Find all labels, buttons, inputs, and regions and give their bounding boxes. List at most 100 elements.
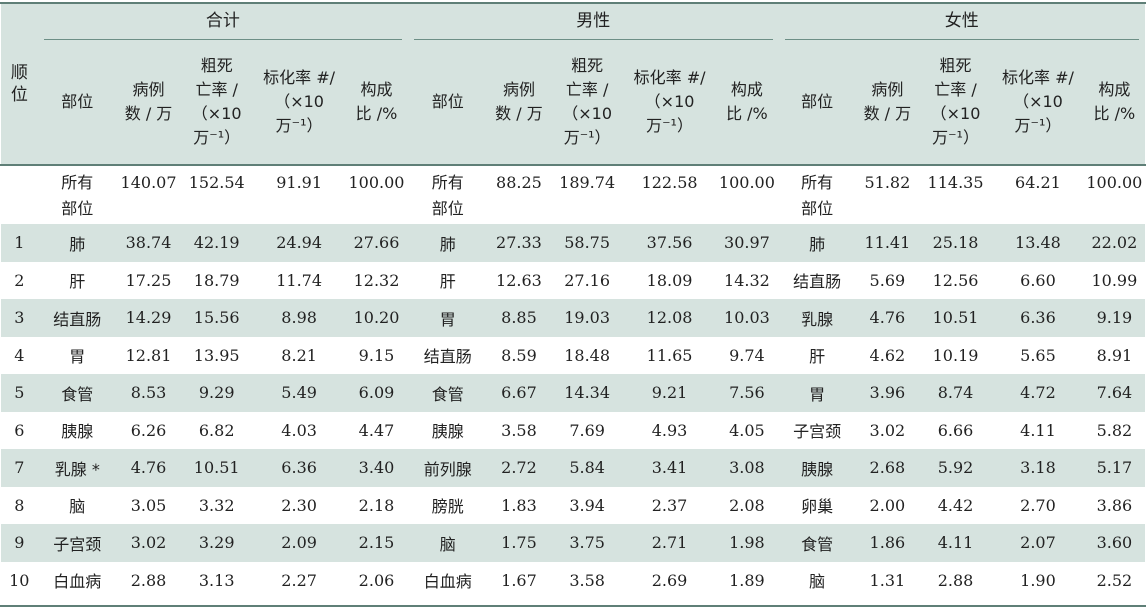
female-value-cell: 5.69 xyxy=(869,270,906,290)
female-proportion-header: 构成 比 /% xyxy=(1083,40,1145,164)
female-value-cell: 5.17 xyxy=(1083,449,1145,487)
total-std-rate-header: 标化率 #/ （×10 万⁻¹） xyxy=(253,40,345,164)
male-crude-rate-header: 粗死 亡率 / （×10 万⁻¹） xyxy=(550,40,624,164)
female-value-cell: 3.86 xyxy=(1096,495,1133,515)
male-value-cell: 7.69 xyxy=(569,420,605,440)
female-value-cell: 6.36 xyxy=(992,299,1084,337)
male-value-cell: 14.34 xyxy=(550,374,624,412)
rank-cell: 7 xyxy=(1,449,38,487)
header-bottom-rule xyxy=(0,164,1146,166)
male-value-cell: 1.98 xyxy=(715,524,779,562)
male-site-header: 部位 xyxy=(408,40,488,164)
total-site-cell: 胃 xyxy=(69,347,86,367)
male-site-cell: 结直肠 xyxy=(423,347,472,367)
table-row: 所有 部位 140.07 152.54 91.91 100.00 所有 部位 88.25 18… xyxy=(1,164,1145,224)
female-value-cell: 7.64 xyxy=(1083,374,1145,412)
table-row: 4 胃 12.81 13.95 8.21 9.15 结直肠 8.59 18.48 11.65 9.7… xyxy=(1,337,1145,375)
total-value-cell: 152.54 xyxy=(188,173,245,192)
female-value-cell: 9.19 xyxy=(1083,299,1145,337)
total-crude-rate-header: 粗死 亡率 / （×10 万⁻¹） xyxy=(180,40,254,164)
female-value-cell: 100.00 xyxy=(1086,173,1143,192)
male-value-cell: 3.75 xyxy=(550,524,624,562)
total-value-cell: 3.05 xyxy=(130,495,167,515)
total-value-cell: 3.32 xyxy=(198,495,235,515)
female-value-cell: 51.82 xyxy=(864,173,911,192)
total-value-cell: 10.51 xyxy=(180,449,254,487)
male-value-cell: 2.69 xyxy=(651,570,688,590)
female-value-cell: 10.19 xyxy=(932,345,979,365)
male-value-cell: 122.58 xyxy=(641,173,698,192)
rank-cell: 8 xyxy=(14,495,25,515)
female-cases-header: 病例 数 / 万 xyxy=(855,40,919,164)
female-crude-rate-header: 粗死 亡率 / （×10 万⁻¹） xyxy=(918,40,993,164)
male-value-cell: 1.89 xyxy=(729,570,765,590)
total-proportion-header: 构成 比 /% xyxy=(344,40,409,164)
table-row: 9 子宫颈 3.02 3.29 2.09 2.15 脑 1.75 3.75 2.71 1.98 食管 1… xyxy=(1,524,1145,562)
male-value-cell: 8.85 xyxy=(487,299,551,337)
total-site-cell: 乳腺 * xyxy=(37,449,117,487)
total-site-cell: 子宫颈 xyxy=(37,524,117,562)
rank-cell xyxy=(1,164,38,224)
female-value-cell: 5.92 xyxy=(918,449,993,487)
total-value-cell: 13.95 xyxy=(193,345,240,365)
table-row: 8 脑 3.05 3.32 2.30 2.18 膀胱 1.83 3.94 2.37 2.08 卵巢 2.… xyxy=(1,487,1145,525)
total-value-cell: 38.74 xyxy=(116,224,181,262)
total-value-cell: 27.66 xyxy=(344,224,409,262)
female-site-cell: 子宫颈 xyxy=(793,422,842,442)
male-site-cell: 胰腺 xyxy=(431,422,464,442)
male-value-cell: 10.03 xyxy=(715,299,779,337)
total-site-cell: 脑 xyxy=(69,497,86,517)
female-value-cell: 1.31 xyxy=(869,570,906,590)
male-value-cell: 9.21 xyxy=(623,374,716,412)
group-header-total: 合计 xyxy=(37,4,409,40)
male-site-cell: 肝 xyxy=(439,272,456,292)
total-value-cell: 2.18 xyxy=(358,495,395,515)
total-value-cell: 11.74 xyxy=(276,270,323,290)
total-value-cell: 8.21 xyxy=(281,345,317,365)
female-value-cell: 3.02 xyxy=(869,420,906,440)
total-value-cell: 17.25 xyxy=(125,270,172,290)
female-value-cell: 11.41 xyxy=(855,224,919,262)
total-value-cell: 4.76 xyxy=(116,449,181,487)
female-value-cell: 3.60 xyxy=(1083,524,1145,562)
total-value-cell: 91.91 xyxy=(276,173,323,192)
rank-cell: 4 xyxy=(14,345,25,365)
total-value-cell: 5.49 xyxy=(253,374,345,412)
male-site-cell: 膀胱 xyxy=(431,497,464,517)
rank-header: 顺 位 xyxy=(1,4,38,164)
female-value-cell: 4.42 xyxy=(937,495,974,515)
table-row: 7 乳腺 * 4.76 10.51 6.36 3.40 前列腺 2.72 5.84 3.41 3.0… xyxy=(1,449,1145,487)
female-std-rate-header: 标化率 #/ （×10 万⁻¹） xyxy=(992,40,1084,164)
male-value-cell: 7.56 xyxy=(715,374,779,412)
table-bottom-rule xyxy=(0,605,1146,607)
total-value-cell: 2.15 xyxy=(344,524,409,562)
female-value-cell: 4.11 xyxy=(918,524,993,562)
total-value-cell: 4.47 xyxy=(358,420,395,440)
female-value-cell: 4.62 xyxy=(869,345,906,365)
female-value-cell: 3.18 xyxy=(992,449,1084,487)
total-value-cell: 9.29 xyxy=(180,374,254,412)
total-value-cell: 3.02 xyxy=(116,524,181,562)
cancer-mortality-table: 顺 位 合计 男性 女性 部位 病例 数 / 万粗死 亡率 / （×10 万⁻¹）… xyxy=(1,4,1145,599)
female-value-cell: 2.88 xyxy=(937,570,974,590)
male-value-cell: 3.58 xyxy=(569,570,605,590)
rank-cell: 3 xyxy=(1,299,38,337)
total-value-cell: 2.30 xyxy=(281,495,317,515)
total-value-cell: 12.32 xyxy=(353,270,400,290)
female-value-cell: 4.76 xyxy=(855,299,919,337)
total-value-cell: 42.19 xyxy=(180,224,254,262)
male-value-cell: 6.67 xyxy=(487,374,551,412)
female-site-header: 部位 xyxy=(778,40,856,164)
male-value-cell: 37.56 xyxy=(623,224,716,262)
total-site-cell: 肝 xyxy=(69,272,86,292)
total-site-cell: 食管 xyxy=(37,374,117,412)
male-value-cell: 11.65 xyxy=(646,345,693,365)
female-value-cell: 2.07 xyxy=(992,524,1084,562)
female-site-cell: 胰腺 xyxy=(778,449,856,487)
total-site-cell: 结直肠 xyxy=(37,299,117,337)
male-value-cell: 88.25 xyxy=(496,173,542,192)
rank-cell: 10 xyxy=(9,570,30,590)
female-value-cell: 10.51 xyxy=(918,299,993,337)
male-value-cell: 58.75 xyxy=(550,224,624,262)
male-site-cell: 胃 xyxy=(408,299,488,337)
